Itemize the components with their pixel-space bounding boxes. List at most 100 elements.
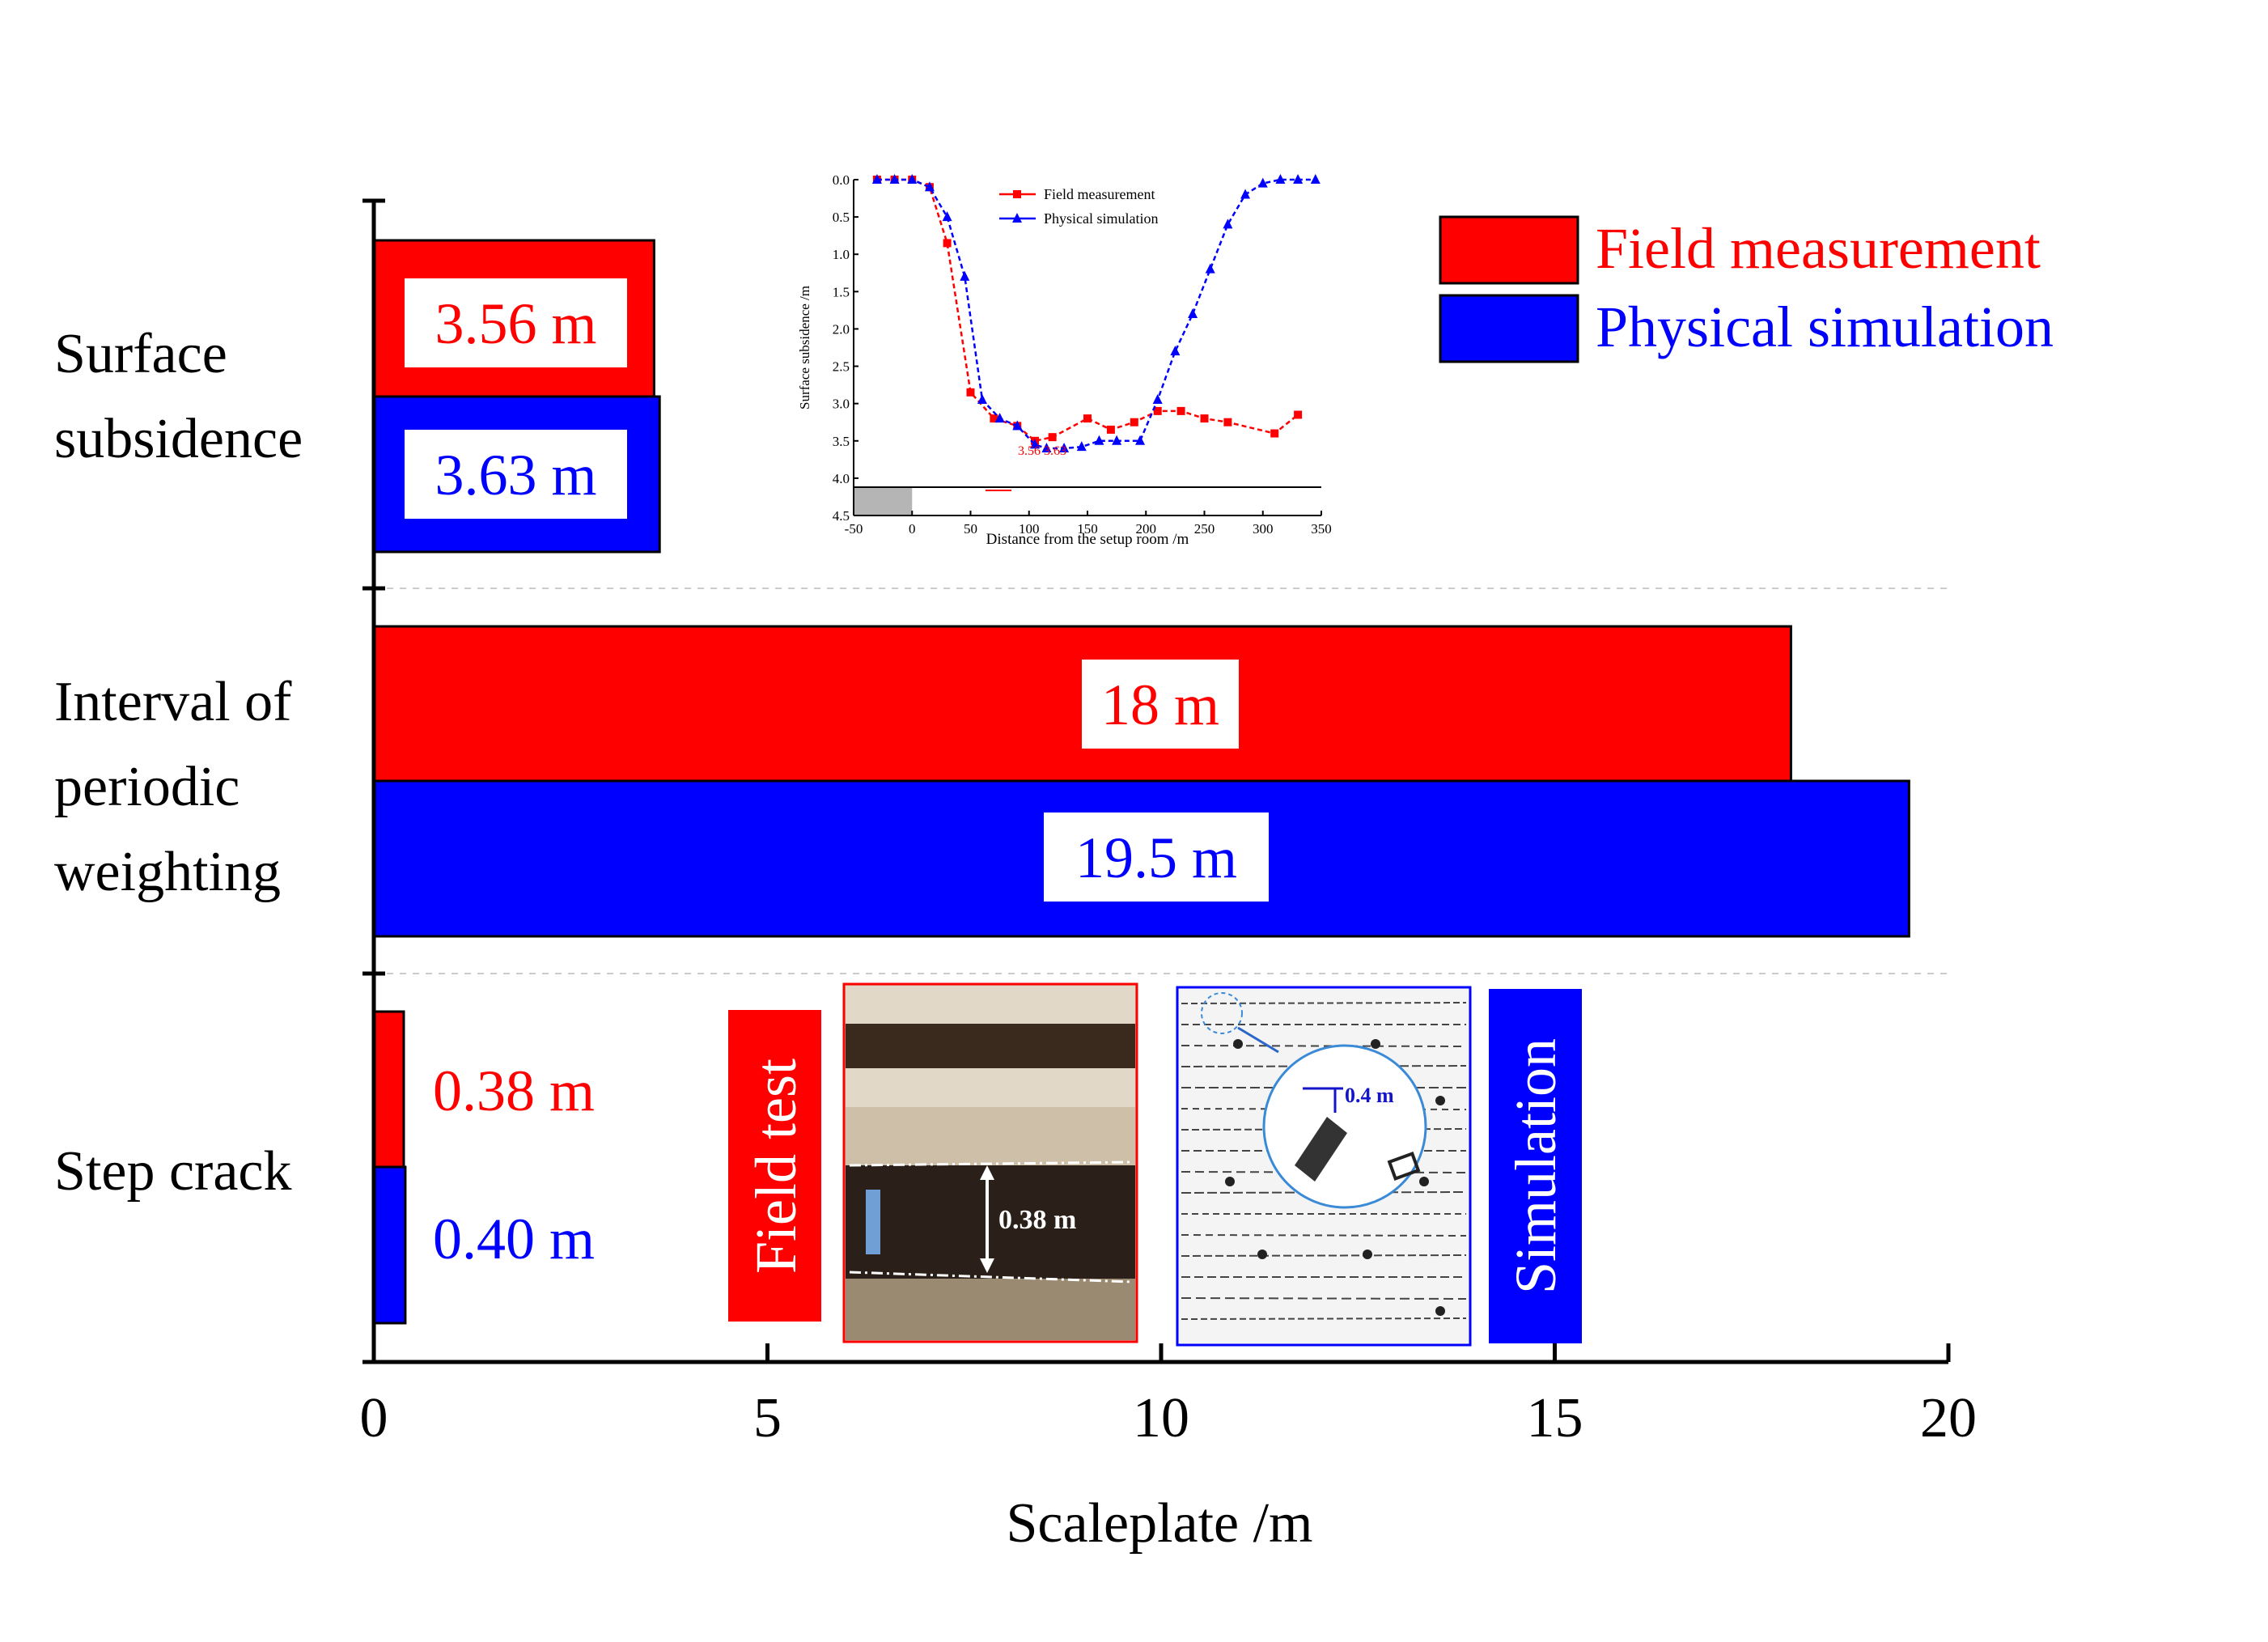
inset-y-label: Surface subsidence /m xyxy=(797,286,812,409)
value-box-1-1 xyxy=(1044,813,1269,902)
inset-point-sim-11 xyxy=(1059,443,1070,452)
sim-photo-marker-9 xyxy=(1435,1306,1445,1316)
sim-photo-zoom-source xyxy=(1201,992,1243,1034)
inset-point-sim-20 xyxy=(1223,219,1233,229)
field-photo-bottle xyxy=(866,1190,880,1254)
axes: 0 5 10 15 20 xyxy=(360,198,1977,1449)
category-label-2-0: Step crack xyxy=(54,1140,291,1203)
inset-legend-marker-0 xyxy=(1013,190,1021,198)
inset-legend-label-1: Physical simulation xyxy=(1044,210,1159,227)
category-label-0-1: subsidence xyxy=(54,408,303,470)
inset-point-sim-23 xyxy=(1275,174,1286,184)
inset-x-tick-label-1: 0 xyxy=(909,521,916,537)
inset-point-field-11 xyxy=(1106,425,1115,434)
inset-point-sim-7 xyxy=(994,413,1005,423)
inset-point-sim-24 xyxy=(1293,174,1304,184)
sim-photo-zoom-crack xyxy=(1295,1117,1347,1182)
sim-photo-layer-5 xyxy=(1181,1108,1467,1110)
inset-point-field-17 xyxy=(1270,429,1279,438)
bar-field-2 xyxy=(372,1010,405,1169)
field-photo-arrow-up xyxy=(980,1165,994,1180)
value-box-1-0 xyxy=(1082,660,1239,749)
inset-point-field-10 xyxy=(1083,414,1092,423)
value-box-0-1 xyxy=(405,430,627,519)
inset-y-tick-label-2: 1.0 xyxy=(833,247,850,262)
value-label-1-0: 18 m xyxy=(1101,672,1219,737)
inset-legend-label-0: Field measurement xyxy=(1044,186,1155,202)
inset-point-sim-22 xyxy=(1257,177,1268,188)
inset-x-tick-label-7: 300 xyxy=(1253,521,1274,537)
value-label-2-1: 0.40 m xyxy=(433,1207,595,1271)
inset-y-tick-label-0: 0.0 xyxy=(833,172,850,188)
simulation-label-box xyxy=(1489,989,1582,1343)
field-photo-ground-bottom xyxy=(846,1279,1135,1340)
legend: Field measurement Physical simulation xyxy=(1439,215,2054,363)
inset-y-tick-label-5: 2.5 xyxy=(833,359,850,375)
inset-point-sim-1 xyxy=(889,174,900,184)
inset-point-sim-8 xyxy=(1012,420,1023,431)
sim-photo-marker-7 xyxy=(1257,1250,1267,1259)
inset-point-field-13 xyxy=(1153,406,1162,415)
inset-point-field-14 xyxy=(1176,406,1185,415)
inset-point-sim-10 xyxy=(1041,443,1052,452)
inset-point-sim-2 xyxy=(907,174,918,184)
simulation-label: Simulation xyxy=(1503,1038,1568,1294)
inset-y-tick-label-9: 4.5 xyxy=(833,508,850,524)
inset-setup-room xyxy=(854,487,913,516)
inset-point-sim-18 xyxy=(1188,308,1198,318)
inset-point-sim-21 xyxy=(1240,189,1251,199)
inset-point-sim-9 xyxy=(1029,439,1040,449)
inset-point-sim-14 xyxy=(1112,435,1122,445)
x-tick-label-3: 15 xyxy=(1527,1387,1583,1449)
x-tick-label-2: 10 xyxy=(1133,1387,1189,1449)
bar-value-labels: 3.56 m 3.63 m 18 m 19.5 m 0.38 m 0.40 m xyxy=(405,278,1269,1271)
sim-photo-measure: 0.4 m xyxy=(1345,1084,1394,1107)
inset-x-tick-label-5: 200 xyxy=(1136,521,1157,537)
inset-point-sim-15 xyxy=(1135,435,1146,445)
x-axis-label: Scaleplate /m xyxy=(1006,1492,1312,1555)
sim-photo-layer-15 xyxy=(1181,1317,1467,1320)
sim-photo-marker-6 xyxy=(1419,1177,1429,1186)
photo-panels: Field test 0.38 m 0.4 m Simulation xyxy=(728,982,1582,1347)
field-test-label-box xyxy=(728,1010,821,1322)
sim-photo-zoom-circle xyxy=(1262,1044,1427,1209)
inset-x-tick-label-0: -50 xyxy=(845,521,863,537)
category-label-0-0: Surface xyxy=(54,323,227,385)
inset-x-tick-label-8: 350 xyxy=(1311,521,1332,537)
inset-point-sim-6 xyxy=(977,394,987,405)
inset-point-field-9 xyxy=(1048,433,1057,442)
inset-point-sim-17 xyxy=(1170,346,1181,356)
sim-photo-marker-2 xyxy=(1371,1039,1380,1049)
field-photo-crack-upper xyxy=(846,1024,1135,1068)
legend-swatch-0 xyxy=(1439,215,1579,285)
field-photo-dash-top xyxy=(849,1160,1134,1167)
inset-y-tick-label-6: 3.0 xyxy=(833,397,850,412)
category-labels: Surface subsidence Interval of periodic weig… xyxy=(54,323,303,1203)
sim-photo-marker-0 xyxy=(1233,1039,1243,1049)
inset-x-tick-label-6: 250 xyxy=(1194,521,1215,537)
inset-y-tick-label-8: 4.0 xyxy=(833,471,850,486)
inset-point-field-15 xyxy=(1200,414,1209,423)
sim-photo-layer-3 xyxy=(1181,1065,1467,1067)
sim-photo-block xyxy=(1387,1151,1421,1182)
sim-photo-layer-12 xyxy=(1181,1254,1467,1257)
x-tick-label-1: 5 xyxy=(753,1387,782,1449)
sim-photo-marker-8 xyxy=(1363,1250,1372,1259)
sim-photo-layer-14 xyxy=(1181,1297,1467,1300)
inset-point-field-5 xyxy=(966,388,975,397)
field-test-label: Field test xyxy=(744,1059,808,1274)
bar-sim-2 xyxy=(372,1165,407,1325)
inset-annotation: 3.56 3.63 xyxy=(1018,444,1066,458)
inset-point-field-16 xyxy=(1223,418,1232,426)
inset-point-sim-5 xyxy=(960,270,970,281)
inset-y-tick-label-7: 3.5 xyxy=(833,434,850,449)
category-label-1-0: Interval of xyxy=(54,671,292,733)
value-box-0-0 xyxy=(405,278,627,367)
value-label-0-0: 3.56 m xyxy=(435,291,596,356)
inset-point-sim-16 xyxy=(1152,394,1163,405)
sim-photo-marker-4 xyxy=(1225,1177,1235,1186)
inset-y-tick-label-3: 1.5 xyxy=(833,284,850,299)
x-tick-label-0: 0 xyxy=(360,1387,388,1449)
value-label-2-0: 0.38 m xyxy=(433,1059,595,1123)
inset-point-sim-25 xyxy=(1310,174,1321,184)
